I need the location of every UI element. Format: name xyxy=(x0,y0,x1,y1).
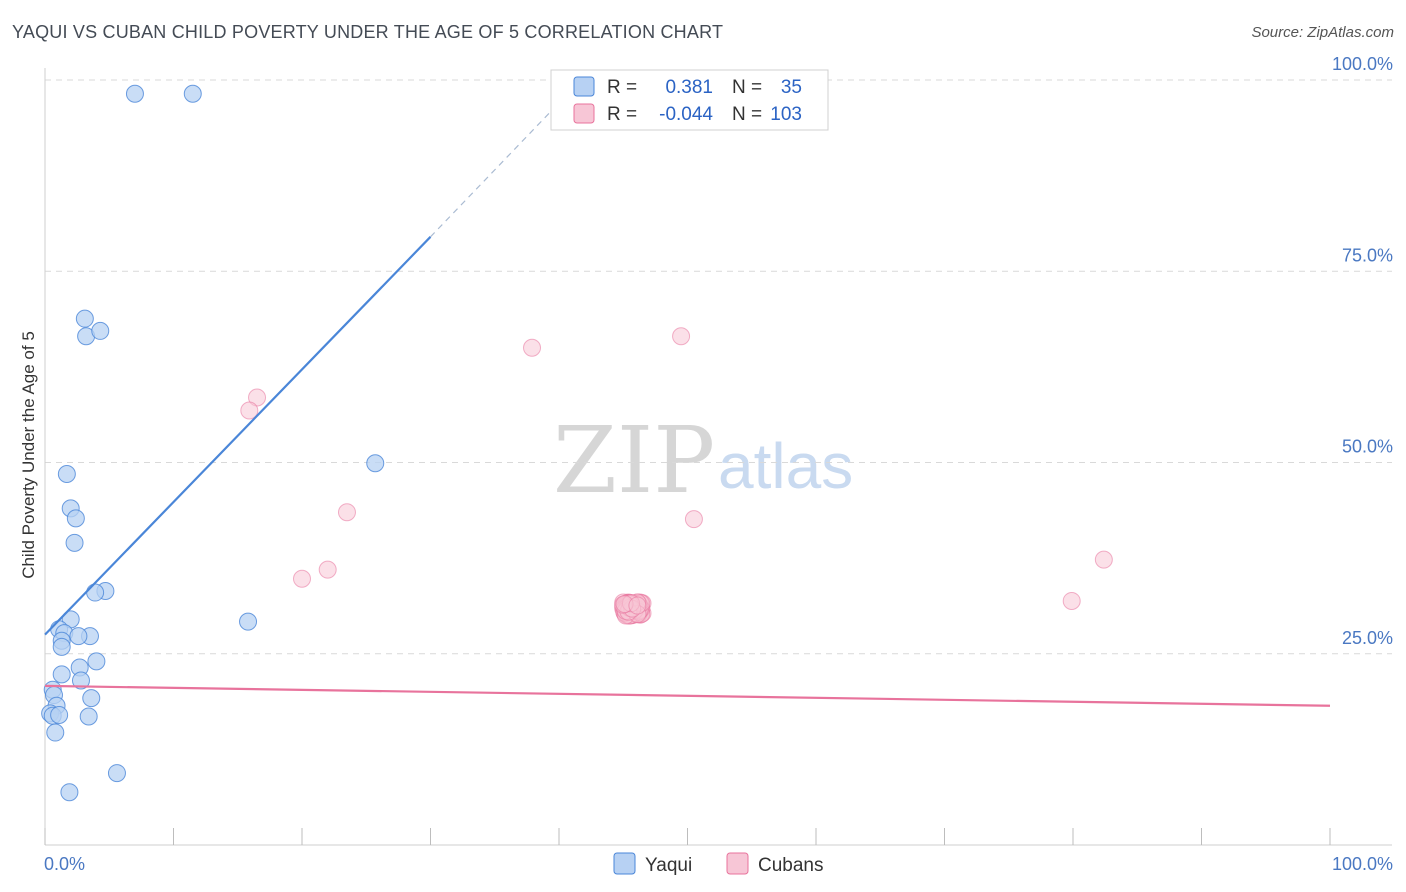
cubans-point xyxy=(240,401,259,420)
grid-lines xyxy=(45,79,1392,655)
legend-n-value-cubans: 103 xyxy=(770,104,802,125)
yaqui-point xyxy=(46,723,65,742)
legend-n-label-yaqui: N = xyxy=(732,77,762,98)
legend-r-label-yaqui: R = xyxy=(607,77,637,98)
legend-n-value-yaqui: 35 xyxy=(781,77,802,98)
legend-r-value-cubans: -0.044 xyxy=(659,104,713,125)
y-tick-label: 75.0% xyxy=(1342,245,1393,265)
cubans-points xyxy=(240,327,1113,625)
cubans-point xyxy=(337,503,356,522)
y-tick-labels: 25.0% 50.0% 75.0% 100.0% xyxy=(1332,54,1393,648)
series-legend-label-cubans: Cubans xyxy=(758,855,824,876)
yaqui-point xyxy=(75,309,94,328)
chart-title: YAQUI VS CUBAN CHILD POVERTY UNDER THE A… xyxy=(12,22,724,42)
yaqui-point xyxy=(87,652,106,671)
yaqui-trend-line xyxy=(44,236,432,636)
yaqui-point xyxy=(86,583,105,602)
yaqui-point xyxy=(52,637,71,656)
series-legend-swatch-yaqui xyxy=(613,852,636,875)
yaqui-point xyxy=(125,84,144,103)
yaqui-point xyxy=(60,783,79,802)
legend-r-label-cubans: R = xyxy=(607,104,637,125)
yaqui-point xyxy=(52,665,71,684)
legend-r-value-yaqui: 0.381 xyxy=(665,77,713,98)
yaqui-point xyxy=(107,764,126,783)
chart-source: Source: ZipAtlas.com xyxy=(1251,24,1394,41)
trend-lines xyxy=(44,102,1331,707)
cubans-point xyxy=(628,596,647,615)
legend-n-label-cubans: N = xyxy=(732,104,762,125)
legend-swatch-cubans xyxy=(573,103,595,124)
yaqui-point xyxy=(57,464,76,483)
series-legend-label-yaqui: Yaqui xyxy=(645,855,692,876)
yaqui-point xyxy=(50,705,69,724)
series-legend: Yaqui Cubans xyxy=(613,852,824,876)
watermark: ZIP atlas xyxy=(553,407,853,514)
stats-legend: R = 0.381 N = 35 R = -0.044 N = 103 xyxy=(550,69,829,131)
yaqui-point xyxy=(91,321,110,340)
yaqui-point xyxy=(69,627,88,646)
stats-legend-box xyxy=(550,69,829,131)
cubans-point xyxy=(523,338,542,357)
x-tick-label: 100.0% xyxy=(1332,854,1393,874)
yaqui-point xyxy=(71,671,90,690)
cubans-point xyxy=(293,569,311,588)
cubans-point xyxy=(672,327,691,346)
cubans-point xyxy=(1094,550,1113,569)
legend-swatch-yaqui xyxy=(573,76,595,97)
x-tick-label: 0.0% xyxy=(44,854,85,874)
yaqui-point xyxy=(66,509,85,528)
y-tick-label: 50.0% xyxy=(1342,437,1393,457)
y-axis-title: Child Poverty Under the Age of 5 xyxy=(19,331,38,579)
yaqui-trend-extension xyxy=(430,102,560,238)
cubans-point xyxy=(318,560,337,579)
y-tick-label: 100.0% xyxy=(1332,54,1393,74)
yaqui-points xyxy=(41,84,385,802)
yaqui-point xyxy=(82,689,101,708)
yaqui-point xyxy=(79,707,98,726)
yaqui-point xyxy=(65,533,84,552)
watermark-zip: ZIP xyxy=(553,407,715,514)
cubans-trend-line xyxy=(44,684,1331,707)
yaqui-point xyxy=(183,84,202,103)
watermark-atlas: atlas xyxy=(718,430,853,502)
cubans-point xyxy=(684,510,703,529)
y-tick-label: 25.0% xyxy=(1342,628,1393,648)
cubans-point xyxy=(1062,591,1081,610)
series-legend-swatch-cubans xyxy=(726,852,749,875)
yaqui-point xyxy=(239,612,258,631)
x-tick-labels: 0.0% 100.0% xyxy=(44,854,1393,874)
yaqui-point xyxy=(366,454,385,473)
